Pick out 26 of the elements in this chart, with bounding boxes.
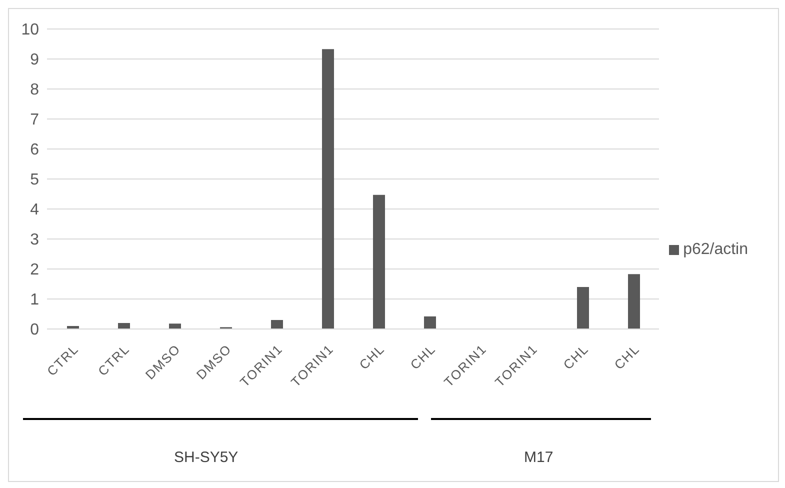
x-tick-label: CHL <box>611 341 642 372</box>
y-tick-label: 4 <box>30 202 40 219</box>
bar <box>628 274 640 329</box>
bar <box>169 324 181 329</box>
bar <box>322 49 334 329</box>
bar <box>373 194 385 329</box>
y-tick-label: 10 <box>21 22 40 39</box>
y-tick-label: 9 <box>30 52 40 69</box>
y-tick-label: 7 <box>30 112 40 129</box>
bar <box>577 287 589 329</box>
y-tick-label: 0 <box>30 322 40 339</box>
bar <box>271 320 283 329</box>
y-tick-label: 5 <box>30 172 40 189</box>
x-tick-label: CHL <box>407 341 438 372</box>
bar <box>118 323 130 329</box>
x-tick-label: CHL <box>356 341 388 372</box>
y-tick-label: 8 <box>30 82 40 99</box>
y-tick-label: 2 <box>30 262 40 279</box>
text: M17 <box>524 449 554 466</box>
text: SH-SY5Y <box>174 449 238 466</box>
y-tick-label: 3 <box>30 232 40 249</box>
y-tick-label: 6 <box>30 142 40 159</box>
x-tick-label: CHL <box>560 341 592 372</box>
y-tick-label: 1 <box>30 292 40 309</box>
legend-label: p62/actin <box>682 241 748 259</box>
bar <box>424 316 436 329</box>
